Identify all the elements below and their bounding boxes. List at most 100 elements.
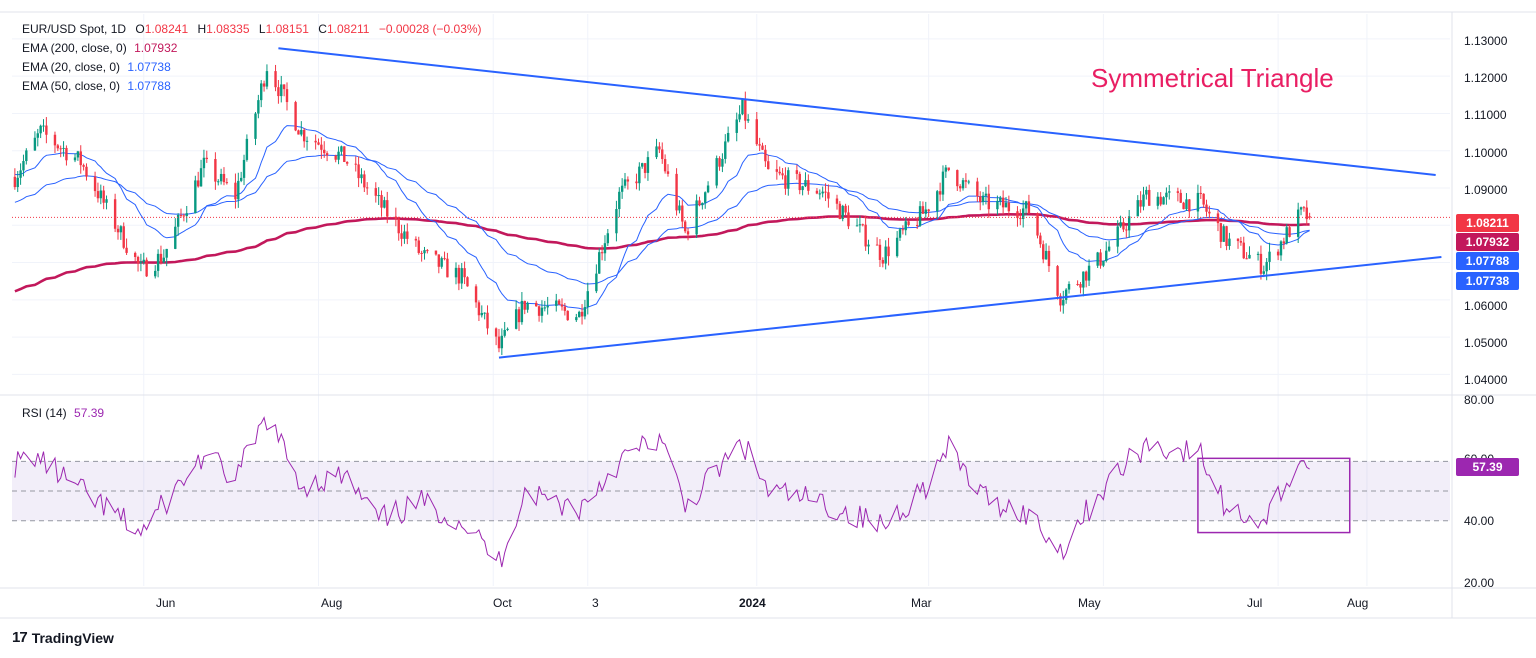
candle-down [214, 159, 217, 182]
candle-down [434, 250, 438, 255]
candle-down [1047, 250, 1051, 267]
candle-up [804, 180, 807, 187]
candle-up [1064, 289, 1068, 300]
candle-down [420, 252, 423, 254]
candle-up [884, 246, 887, 264]
candle-up [36, 133, 39, 138]
candle-up [526, 302, 529, 310]
candle-up [821, 191, 824, 194]
candle-up [546, 305, 549, 308]
candle-up [454, 267, 458, 278]
candle-up [726, 132, 730, 142]
candle-down [297, 130, 300, 135]
candle-down [380, 195, 383, 208]
candle-down [1276, 251, 1280, 256]
candle-up [1165, 192, 1168, 198]
candle-up [423, 250, 426, 254]
candle-up [1062, 299, 1065, 306]
candle-up [383, 200, 386, 208]
candle-down [938, 191, 942, 195]
candle-down [798, 173, 801, 191]
candle-down [847, 212, 850, 227]
candle-down [838, 203, 842, 220]
price-tick: 1.09000 [1464, 183, 1508, 197]
candle-down [1305, 207, 1308, 220]
symbol-label: EUR/USD Spot, 1D [22, 22, 127, 36]
candle-down [537, 306, 541, 316]
candle-up [25, 150, 28, 162]
candle-down [718, 158, 721, 167]
candle-down [1199, 192, 1202, 194]
candle-down [755, 119, 758, 145]
ema-50-line [14, 154, 1310, 285]
candle-down [294, 102, 297, 131]
candle-down [761, 145, 764, 150]
candle-down [426, 250, 429, 252]
candle-down [824, 191, 827, 193]
ema-200-label: EMA (200, close, 0) [22, 41, 127, 55]
candle-up [895, 237, 899, 257]
candle-down [1059, 295, 1062, 306]
candle-up [76, 151, 80, 158]
ema-50-legend: EMA (50, close, 0) 1.07788 [22, 79, 171, 93]
candle-up [1185, 199, 1188, 210]
price-tick: 1.10000 [1464, 146, 1508, 160]
candle-up [254, 113, 257, 139]
candle-down [1016, 211, 1019, 219]
candle-down [234, 182, 237, 200]
candle-down [784, 175, 787, 189]
close-value: 1.08211 [326, 22, 370, 36]
candle-down [1076, 283, 1079, 285]
candle-down [1308, 216, 1311, 218]
candle-down [1239, 241, 1243, 243]
candle-up [156, 253, 160, 271]
candle-up [555, 300, 558, 306]
last-price-tag: 1.08211 [1456, 214, 1519, 232]
candle-up [194, 180, 197, 214]
candle-down [580, 311, 584, 317]
candle-up [245, 138, 249, 160]
candle-up [514, 309, 518, 329]
candle-up [1145, 189, 1148, 195]
candle-up [176, 214, 180, 227]
candle-down [1259, 253, 1263, 274]
candle-down [314, 140, 317, 143]
candle-down [494, 328, 498, 337]
candle-up [1116, 226, 1119, 247]
candle-up [19, 170, 22, 178]
candle-up [858, 224, 862, 226]
candle-down [1019, 218, 1022, 220]
time-label-year: 2024 [739, 596, 766, 610]
candle-down [1208, 211, 1211, 214]
candle-down [345, 161, 349, 164]
candle-up [1156, 196, 1160, 206]
candle-up [42, 125, 45, 127]
candle-up [867, 244, 870, 247]
candle-up [1228, 238, 1231, 247]
time-label: Oct [493, 596, 512, 610]
high-value: 1.08335 [206, 22, 250, 36]
triangle-trendlines [12, 47, 1450, 359]
candle-up [724, 141, 727, 159]
candle-up [506, 328, 509, 330]
candle-down [964, 180, 968, 182]
candle-down [956, 170, 959, 187]
candle-down [643, 163, 647, 173]
candle-up [855, 225, 859, 227]
candle-up [586, 291, 589, 308]
price-tick: 1.04000 [1464, 373, 1508, 387]
candle-down [96, 191, 100, 199]
candle-down [53, 134, 57, 146]
rsi-value: 57.39 [74, 406, 105, 420]
candle-up [1082, 271, 1085, 288]
rsi-tick: 40.00 [1464, 514, 1495, 528]
candle-down [1099, 252, 1102, 266]
candle-down [93, 176, 97, 192]
candle-up [280, 84, 283, 97]
branding[interactable]: 17 TradingView [12, 629, 114, 646]
candle-down [414, 238, 418, 241]
candle-down [778, 171, 781, 174]
candle-up [655, 146, 658, 158]
